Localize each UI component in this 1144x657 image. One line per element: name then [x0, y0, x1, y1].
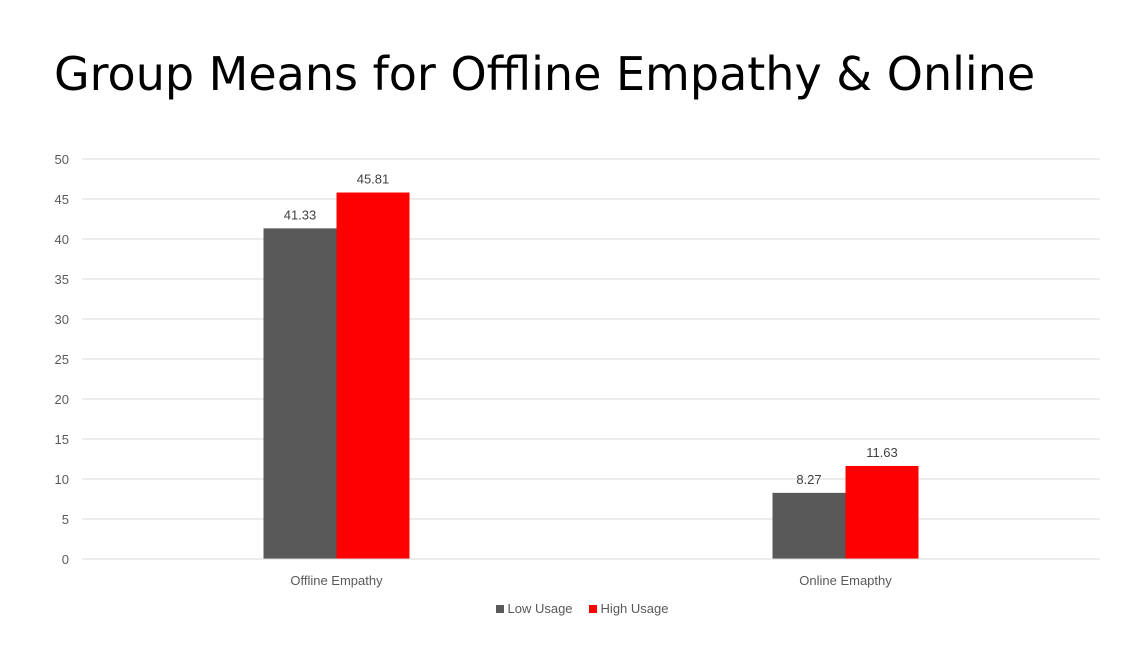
- y-tick-label-15: 15: [55, 432, 69, 447]
- bars: [82, 192, 1100, 560]
- y-tick-label-30: 30: [55, 312, 69, 327]
- y-tick-label-5: 5: [62, 512, 69, 527]
- bar-high-usage-0: [336, 192, 410, 559]
- x-category-label-0: Offline Empathy: [290, 573, 383, 588]
- bar-low-usage-1: [772, 492, 846, 559]
- y-tick-label-40: 40: [55, 232, 69, 247]
- legend-label-low-usage: Low Usage: [507, 601, 573, 616]
- y-tick-label-35: 35: [55, 272, 69, 287]
- data-label-low-usage-1: 8.27: [796, 472, 821, 487]
- legend: Low Usage High Usage: [0, 601, 1144, 616]
- y-tick-label-0: 0: [62, 552, 69, 567]
- y-tick-label-20: 20: [55, 392, 69, 407]
- gridlines: [82, 158, 1100, 560]
- legend-item-low-usage: Low Usage: [495, 601, 573, 616]
- bar-low-usage-0: [263, 228, 337, 560]
- legend-swatch-high-usage: [588, 604, 597, 613]
- legend-label-high-usage: High Usage: [600, 601, 669, 616]
- chart-title: Group Means for Offline Empathy & Online: [54, 47, 1036, 101]
- x-category-label-1: Online Emapthy: [799, 573, 892, 588]
- data-label-high-usage-1: 11.63: [866, 445, 898, 460]
- y-tick-label-50: 50: [55, 152, 69, 167]
- y-tick-label-25: 25: [55, 352, 69, 367]
- bar-high-usage-1: [845, 465, 919, 559]
- data-label-high-usage-0: 45.81: [357, 172, 390, 187]
- y-tick-label-10: 10: [55, 472, 69, 487]
- data-label-low-usage-0: 41.33: [284, 207, 317, 222]
- labels: 0 5 10 15 20 25 30 35 40 45 50 41.33 45.81 Offline Em…: [55, 152, 898, 588]
- legend-swatch-low-usage: [495, 604, 504, 613]
- y-tick-label-45: 45: [55, 192, 69, 207]
- legend-item-high-usage: High Usage: [588, 601, 669, 616]
